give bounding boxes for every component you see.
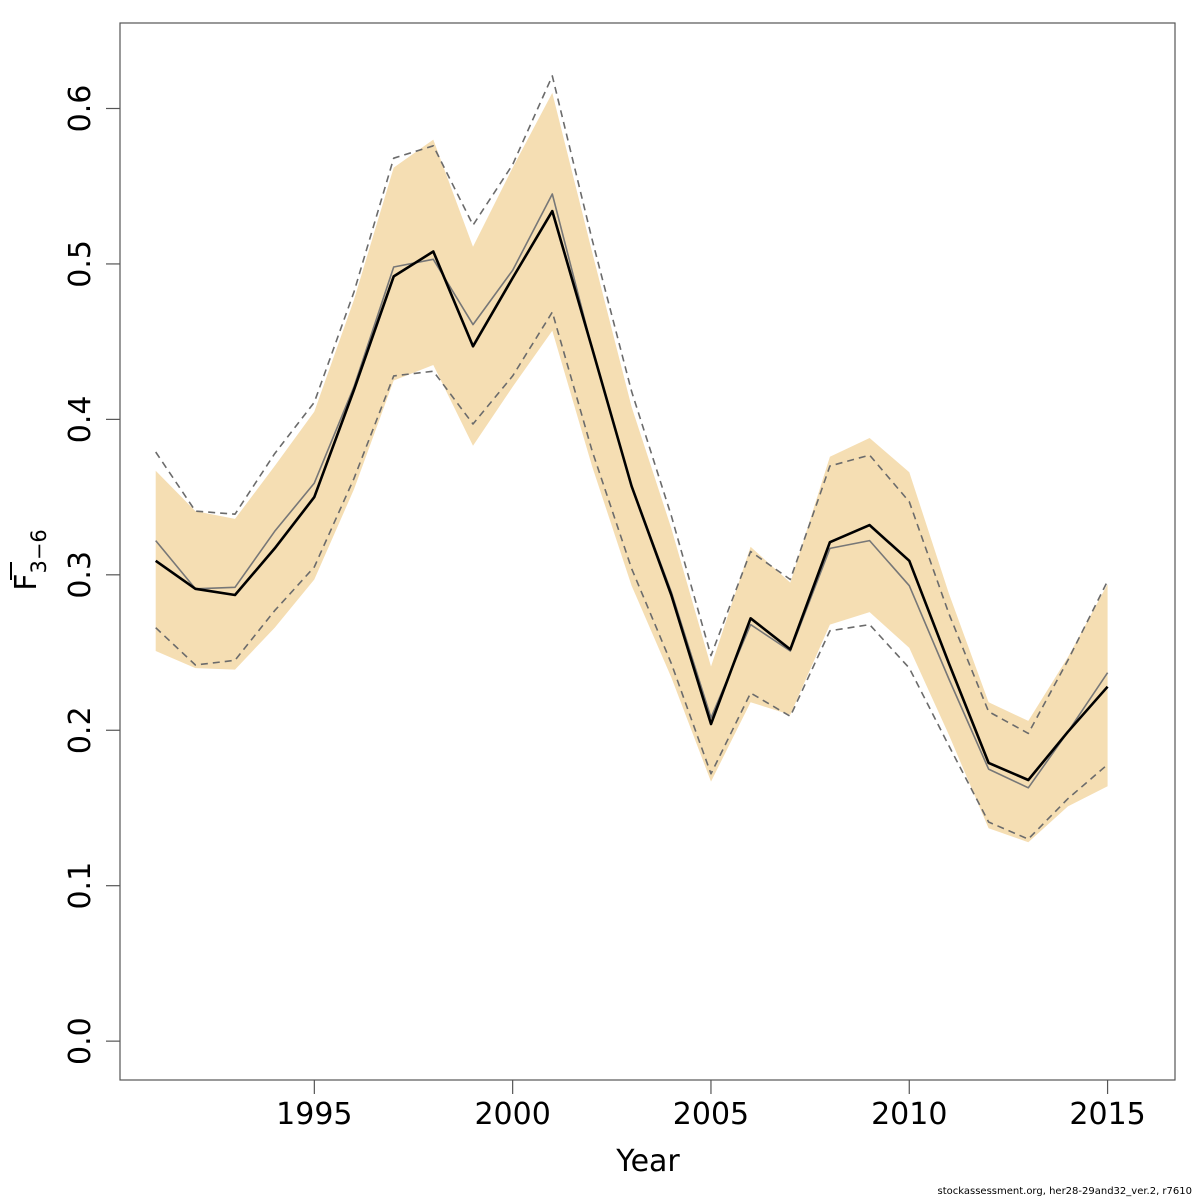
- y-axis-title-main: F: [9, 574, 44, 591]
- y-tick-label: 0.5: [63, 240, 98, 288]
- y-axis: 0.0 0.1 0.2 0.3 0.4 0.5 0.6: [63, 85, 120, 1065]
- confidence-band: [155, 92, 1108, 843]
- series-line-thick: [154, 209, 1109, 782]
- x-axis-title: Year: [615, 1144, 680, 1179]
- x-tick-label: 2005: [673, 1097, 749, 1132]
- series-line-dashed-upper: [155, 75, 1109, 735]
- y-axis-title-subscript: 3−6: [27, 529, 51, 573]
- y-axis-title: F3−6: [9, 529, 51, 591]
- series-layer: [154, 75, 1109, 840]
- x-tick-label: 2015: [1069, 1097, 1145, 1132]
- y-tick-label: 0.3: [63, 551, 98, 599]
- y-tick-label: 0.1: [63, 862, 98, 910]
- x-tick-label: 2000: [474, 1097, 550, 1132]
- series-line-dashed-lower: [155, 311, 1109, 840]
- y-tick-label: 0.0: [63, 1017, 98, 1065]
- x-axis: 1995 2000 2005 2010 2015: [276, 1080, 1146, 1132]
- x-tick-label: 2010: [871, 1097, 947, 1132]
- y-tick-label: 0.6: [63, 85, 98, 133]
- plot-frame: [119, 22, 1176, 1081]
- y-tick-label: 0.2: [63, 706, 98, 754]
- x-tick-label: 1995: [276, 1097, 352, 1132]
- footer-credit: stockassessment.org, her28-29and32_ver.2…: [937, 1186, 1193, 1197]
- y-tick-label: 0.4: [63, 396, 98, 444]
